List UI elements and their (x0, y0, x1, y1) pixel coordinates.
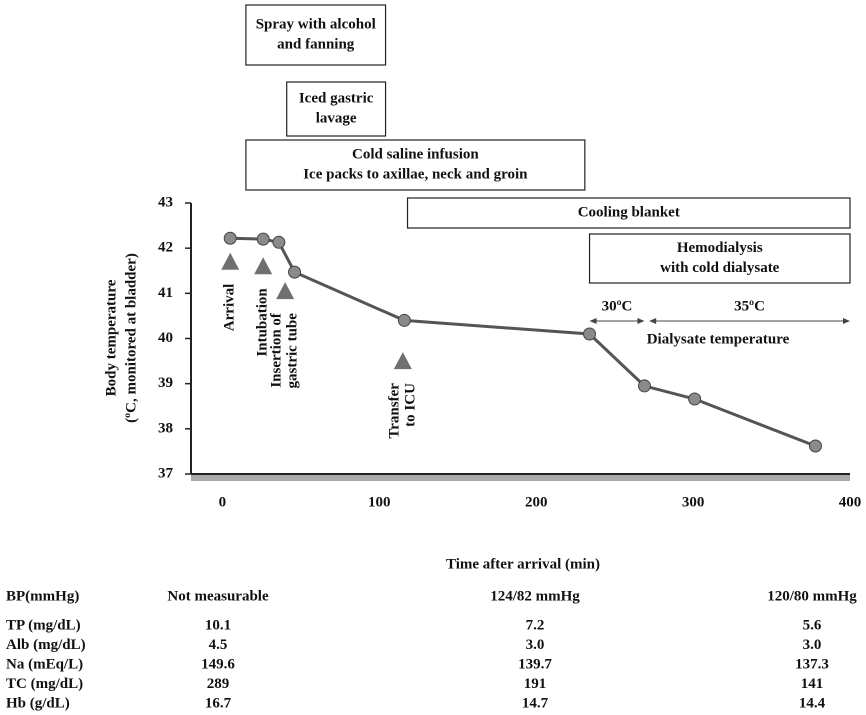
event-marker (393, 352, 412, 370)
data-point (256, 232, 270, 246)
x-tick-label: 100 (368, 494, 391, 510)
table-cell: 3.0 (526, 637, 545, 653)
data-point (288, 265, 302, 279)
y-tick-label: 38 (158, 420, 173, 436)
y-tick-label: 39 (158, 375, 173, 391)
y-tick-label: 37 (158, 465, 174, 481)
table-row-label: TP (mg/dL) (6, 617, 81, 633)
y-axis-label: Body temperature (103, 279, 119, 396)
intervention-label: Iced gastric (299, 90, 374, 106)
table-cell: 120/80 mmHg (767, 588, 857, 604)
intervention-box (245, 139, 586, 191)
table-row-label: BP(mmHg) (6, 588, 79, 604)
table-cell: 139.7 (518, 656, 552, 672)
table-cell: 141 (801, 676, 824, 692)
table-cell: 149.6 (201, 656, 235, 672)
table-cell: 191 (524, 676, 547, 692)
table-cell: 5.6 (803, 617, 822, 633)
event-marker (221, 252, 240, 270)
x-tick-label: 200 (525, 494, 548, 510)
table-cell: 137.3 (795, 656, 829, 672)
intervention-box (588, 233, 851, 284)
table-cell: 7.2 (526, 617, 545, 633)
intervention-label: with cold dialysate (660, 260, 780, 276)
event-label: Arrival (222, 284, 238, 331)
intervention-label: Cooling blanket (578, 204, 680, 220)
intervention-label: Hemodialysis (677, 240, 763, 256)
event-marker (276, 282, 295, 300)
x-tick-label: 400 (839, 494, 862, 510)
y-axis-label: (ºC, monitored at bladder) (123, 253, 139, 423)
dialysate-temp-label: 35ºC (734, 298, 765, 314)
event-label: gastric tube (285, 313, 301, 389)
data-point (637, 379, 651, 393)
event-label: to ICU (402, 383, 418, 427)
x-tick-label: 300 (682, 494, 705, 510)
table-cell: Not measurable (167, 588, 269, 604)
intervention-box (245, 4, 387, 66)
x-axis-label: Time after arrival (min) (446, 556, 600, 572)
event-label: Transfer (386, 383, 402, 439)
event-marker (254, 257, 273, 275)
y-tick-label: 43 (158, 194, 173, 210)
data-point (583, 327, 597, 341)
table-cell: 16.7 (205, 695, 232, 711)
data-point (397, 313, 411, 327)
dialysate-temp-label: 30ºC (602, 298, 633, 314)
table-cell: 14.4 (799, 695, 826, 711)
data-point (808, 439, 822, 453)
data-point (688, 392, 702, 406)
intervention-label: and fanning (277, 36, 355, 52)
table-cell: 124/82 mmHg (490, 588, 580, 604)
event-label: Intubation (255, 288, 271, 357)
data-point (272, 235, 286, 249)
table-cell: 289 (207, 676, 230, 692)
table-row-label: Alb (mg/dL) (6, 637, 86, 653)
table-cell: 14.7 (522, 695, 549, 711)
intervention-label: lavage (316, 110, 357, 126)
table-cell: 10.1 (205, 617, 231, 633)
intervention-box (286, 81, 387, 137)
event-label: Insertion of (269, 312, 285, 388)
table-row-label: TC (mg/dL) (6, 676, 83, 692)
y-tick-label: 42 (158, 240, 173, 256)
intervention-box (406, 197, 851, 229)
data-point (223, 231, 237, 245)
dialysate-label: Dialysate temperature (647, 331, 790, 347)
y-tick-label: 41 (158, 285, 173, 301)
intervention-label: Ice packs to axillae, neck and groin (303, 166, 528, 182)
intervention-label: Spray with alcohol (256, 16, 376, 32)
table-cell: 4.5 (209, 637, 228, 653)
table-row-label: Hb (g/dL) (6, 695, 70, 711)
x-tick-label: 0 (219, 494, 227, 510)
y-tick-label: 40 (158, 330, 173, 346)
intervention-label: Cold saline infusion (352, 146, 479, 162)
table-cell: 3.0 (803, 637, 822, 653)
table-row-label: Na (mEq/L) (6, 656, 83, 672)
